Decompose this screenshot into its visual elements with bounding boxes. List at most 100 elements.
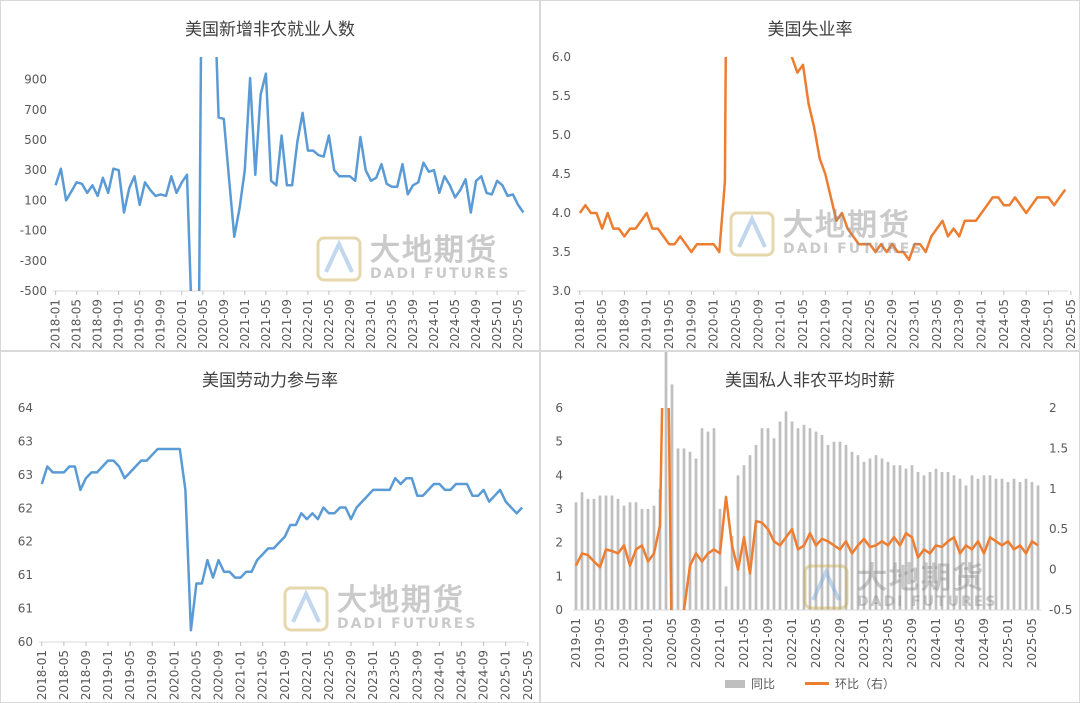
bar xyxy=(676,448,680,610)
x-tick-label: 2019-09 xyxy=(154,299,168,349)
bar xyxy=(1012,478,1016,610)
x-tick-label: 2024-05 xyxy=(997,299,1011,349)
bar xyxy=(700,428,704,610)
x-tick-label: 2020-01 xyxy=(641,618,655,668)
bar xyxy=(724,586,728,610)
bar xyxy=(682,448,686,610)
bar xyxy=(634,502,638,610)
x-tick-label: 2019-05 xyxy=(123,650,137,700)
legend-swatch-line xyxy=(805,682,829,685)
bar xyxy=(928,471,932,610)
bar xyxy=(652,505,656,610)
bar xyxy=(934,468,938,610)
bar xyxy=(862,461,866,610)
x-tick-label: 2024-09 xyxy=(477,650,491,700)
x-tick-label: 2024-05 xyxy=(454,650,468,700)
bar xyxy=(748,455,752,610)
y-tick-label: 300 xyxy=(24,163,47,177)
y-tick-label: 5.0 xyxy=(552,128,571,142)
y-tick-label: 900 xyxy=(24,73,47,87)
y-tick-label: 63 xyxy=(18,434,33,448)
bar xyxy=(712,428,716,610)
x-tick-label: 2020-01 xyxy=(175,299,189,349)
bar xyxy=(922,475,926,610)
y-tick-label: -300 xyxy=(20,254,47,268)
bar xyxy=(808,428,812,610)
bar xyxy=(574,502,578,610)
x-tick-label: 2019-05 xyxy=(662,299,676,349)
y-tick-label: 60 xyxy=(18,635,33,649)
x-tick-label: 2018-05 xyxy=(595,299,609,349)
y-tick-label: 62 xyxy=(18,501,33,515)
y-right-tick-label: 2 xyxy=(1049,401,1057,415)
bar xyxy=(598,495,602,610)
y-tick-label: 3.0 xyxy=(552,284,571,298)
x-tick-label: 2025-05 xyxy=(1064,299,1078,349)
x-tick-label: 2018-05 xyxy=(70,299,84,349)
y-tick-label: 700 xyxy=(24,103,47,117)
bar xyxy=(904,468,908,610)
bar xyxy=(718,509,722,610)
bar xyxy=(688,451,692,610)
x-tick-label: 2023-09 xyxy=(905,618,919,668)
x-tick-label: 2025-05 xyxy=(1025,618,1039,668)
bar xyxy=(994,478,998,610)
bar xyxy=(844,445,848,610)
x-tick-label: 2020-09 xyxy=(751,299,765,349)
x-tick-label: 2019-05 xyxy=(593,618,607,668)
legend-swatch-bar xyxy=(724,679,745,688)
x-tick-label: 2019-09 xyxy=(684,299,698,349)
x-tick-label: 2023-05 xyxy=(930,299,944,349)
bar xyxy=(610,495,614,610)
y-tick-label: 64 xyxy=(18,401,33,415)
x-tick-label: 2022-09 xyxy=(344,650,358,700)
x-tick-label: 2020-05 xyxy=(729,299,743,349)
x-tick-label: 2024-05 xyxy=(448,299,462,349)
y-left-tick-label: 1 xyxy=(555,569,563,583)
y-tick-label: 62 xyxy=(18,535,33,549)
x-tick-label: 2018-01 xyxy=(35,650,49,700)
chart-svg: 3.0 3.5 4.0 4.5 5.0 5.5 6.0 2018-01 2018-05 2018-… xyxy=(552,50,1078,349)
bar xyxy=(628,502,632,610)
x-tick-label: 2025-01 xyxy=(499,650,513,700)
y-tick-label: 61 xyxy=(18,568,33,582)
series-line xyxy=(574,408,1039,610)
bar xyxy=(940,471,944,610)
y-left-tick-label: 0 xyxy=(555,603,563,617)
bar xyxy=(784,411,788,610)
bar xyxy=(880,458,884,610)
x-tick-label: 2025-05 xyxy=(521,650,535,700)
y-left-tick-label: 3 xyxy=(555,502,563,516)
bar xyxy=(838,441,842,610)
y-tick-label: 5.5 xyxy=(552,89,571,103)
y-tick-label: 4.0 xyxy=(552,206,571,220)
x-tick-label: 2021-09 xyxy=(761,618,775,668)
x-tick-label: 2021-05 xyxy=(796,299,810,349)
y-tick-label: 500 xyxy=(24,133,47,147)
x-tick-label: 2022-05 xyxy=(809,618,823,668)
bar xyxy=(898,465,902,610)
bar xyxy=(964,485,968,610)
x-tick-label: 2022-09 xyxy=(885,299,899,349)
bar xyxy=(694,458,698,610)
x-tick-label: 2019-01 xyxy=(101,650,115,700)
y-right-tick-label: 1 xyxy=(1049,482,1057,496)
x-tick-label: 2019-01 xyxy=(112,299,126,349)
x-tick-label: 2020-05 xyxy=(196,299,210,349)
bar xyxy=(796,428,800,610)
x-tick-label: 2023-09 xyxy=(406,299,420,349)
bar xyxy=(640,509,644,610)
x-tick-label: 2020-01 xyxy=(167,650,181,700)
y-left-tick-label: 2 xyxy=(555,536,563,550)
bar xyxy=(850,451,854,610)
bar xyxy=(580,492,584,610)
x-tick-label: 2022-01 xyxy=(785,618,799,668)
y-right-tick-label: 0.5 xyxy=(1049,522,1068,536)
x-tick-label: 2023-01 xyxy=(857,618,871,668)
x-tick-label: 2020-05 xyxy=(665,618,679,668)
x-tick-label: 2024-01 xyxy=(432,650,446,700)
chart-svg: -500 -300 -100 100 300 500 700 900 2018-01 2018-0… xyxy=(20,57,526,349)
panel-nonfarm-payrolls: 美国新增非农就业人数 -500 -300 -100 100 300 500 700 900 20… xyxy=(0,0,540,351)
legend-label: 同比 xyxy=(750,677,775,691)
x-tick-label: 2018-01 xyxy=(49,299,63,349)
